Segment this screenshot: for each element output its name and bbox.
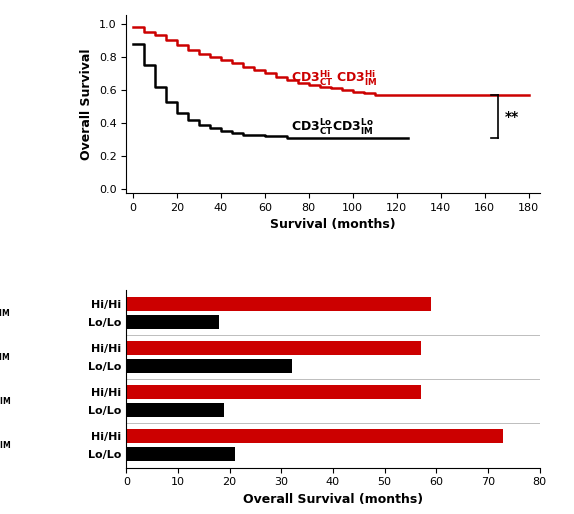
Bar (126, 447, 235, 461)
Text: $\mathbf{CD45RO_{CT/IM}}$: $\mathbf{CD45RO_{CT/IM}}$ (0, 306, 10, 320)
Text: $\mathbf{GZMB_{CT/IM}}$: $\mathbf{GZMB_{CT/IM}}$ (0, 350, 10, 364)
Bar (126, 297, 431, 311)
Text: $\mathbf{CD3_{CT}^{Lo}CD3_{IM}^{Lo}}$: $\mathbf{CD3_{CT}^{Lo}CD3_{IM}^{Lo}}$ (291, 118, 374, 138)
X-axis label: Overall Survival (months): Overall Survival (months) (243, 493, 423, 506)
Text: **: ** (505, 109, 519, 123)
Text: $\mathbf{CD3_{CT}^{Hi}\ CD3_{IM}^{Hi}}$: $\mathbf{CD3_{CT}^{Hi}\ CD3_{IM}^{Hi}}$ (291, 69, 378, 88)
Text: $\mathbf{CD8_{CT/IM}}$: $\mathbf{CD8_{CT/IM}}$ (0, 394, 10, 408)
Bar (126, 385, 421, 399)
Text: $\mathbf{CD3_{CT/IM}}$: $\mathbf{CD3_{CT/IM}}$ (0, 438, 10, 452)
Bar (126, 403, 224, 417)
Bar (126, 429, 503, 443)
Bar (126, 341, 421, 355)
Bar (126, 359, 292, 373)
X-axis label: Survival (months): Survival (months) (270, 218, 395, 231)
Y-axis label: Overall Survival: Overall Survival (80, 48, 93, 160)
Bar (126, 315, 219, 329)
